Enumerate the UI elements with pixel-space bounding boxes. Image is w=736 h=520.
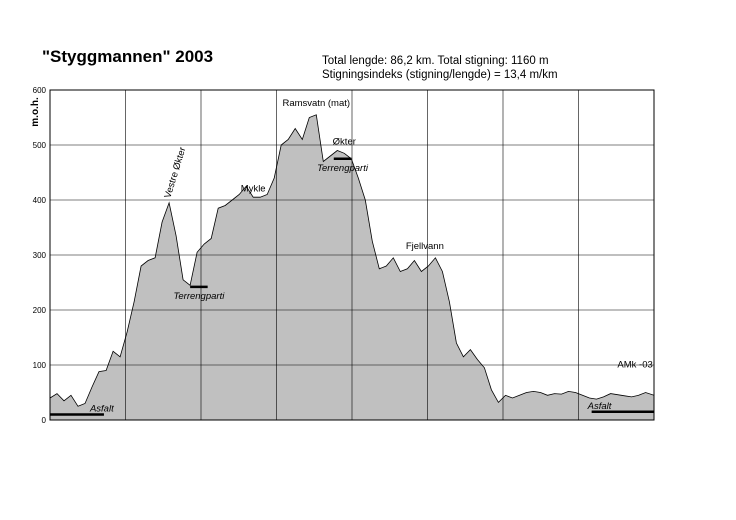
annotation-label: AMk -03 <box>617 359 652 370</box>
stats-line-index: Stigningsindeks (stigning/lengde) = 13,4… <box>322 69 558 81</box>
annotation-label: Vestre Økter <box>162 146 188 200</box>
annotation-label: Fjellvann <box>406 241 444 252</box>
y-tick-label: 500 <box>33 141 47 150</box>
segment-label: Asfalt <box>89 404 114 415</box>
y-tick-label: 200 <box>33 306 47 315</box>
segment-label: Terrengparti <box>173 291 225 302</box>
plot-frame <box>49 89 655 421</box>
annotation-label: Ramsvatn (mat) <box>282 98 350 109</box>
y-tick-label: 100 <box>33 361 47 370</box>
annotation-label: Mykle <box>241 183 266 194</box>
segment-label: Asfalt <box>587 401 612 412</box>
segment-label: Terrengparti <box>317 163 369 174</box>
chart-title: "Styggmannen" 2003 <box>42 47 214 66</box>
y-axis-label: m.o.h. <box>30 97 41 127</box>
annotation-label: Økter <box>333 137 356 148</box>
y-tick-label: 300 <box>33 251 47 260</box>
stats-line-total: Total lengde: 86,2 km. Total stigning: 1… <box>322 55 549 67</box>
y-tick-label: 0 <box>42 416 47 425</box>
route-stats: Total lengde: 86,2 km. Total stigning: 1… <box>322 54 558 82</box>
y-tick-label: 600 <box>33 86 47 95</box>
y-tick-label: 400 <box>33 196 47 205</box>
